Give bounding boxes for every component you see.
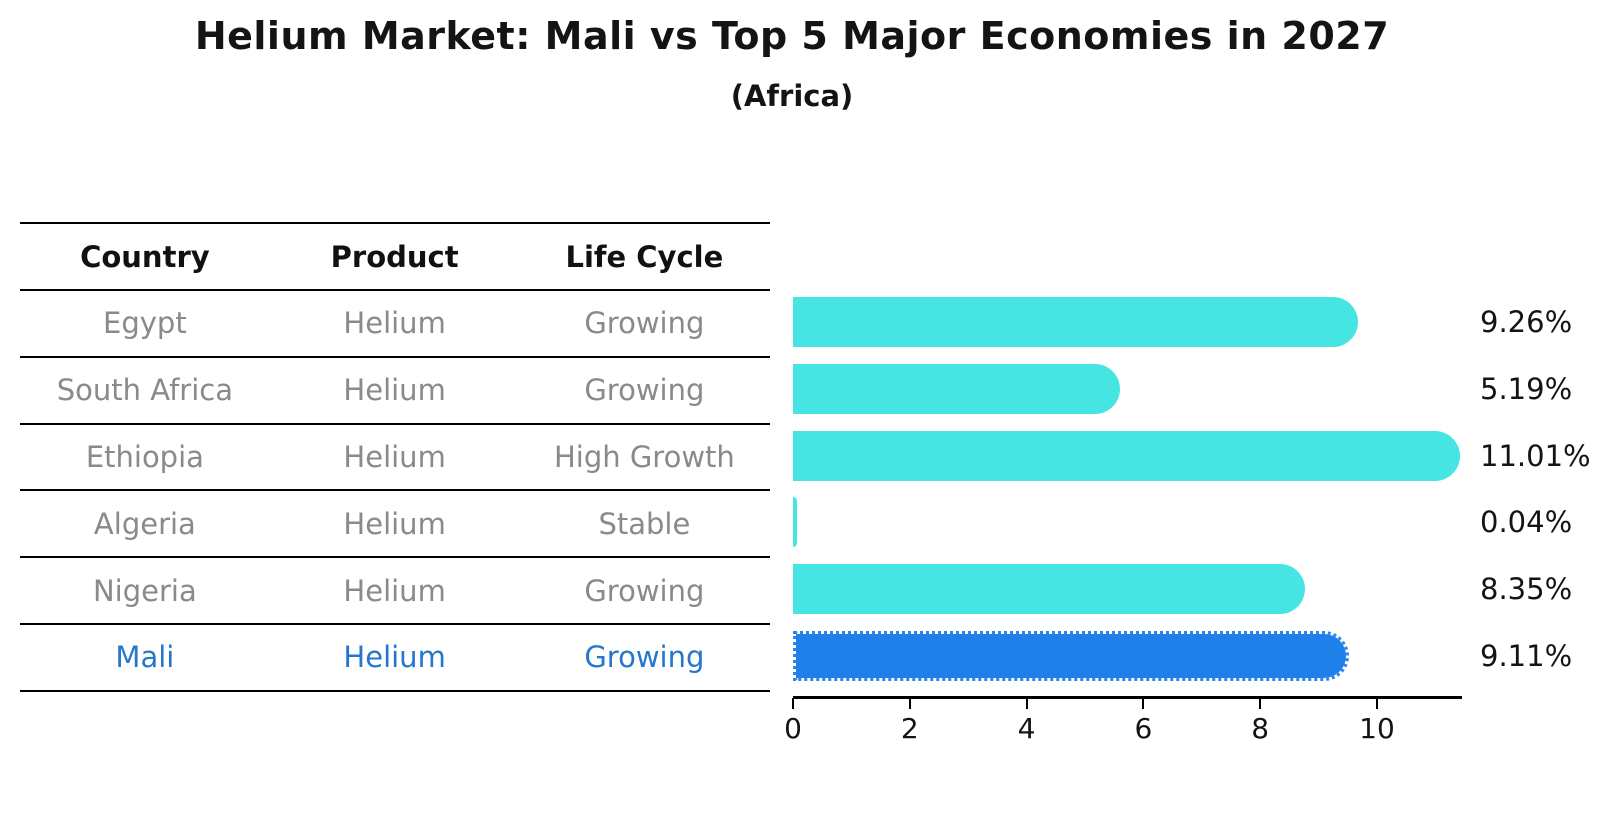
country-cell: Mali	[115, 640, 175, 675]
x-axis-tick-label: 10	[1359, 712, 1395, 745]
country-cell: South Africa	[56, 373, 233, 408]
bar-value-label: 9.26%	[1480, 305, 1573, 339]
x-axis-tick-label: 6	[1134, 712, 1153, 745]
life-cycle-cell: Stable	[598, 506, 691, 541]
bar-value-label: 0.04%	[1480, 505, 1573, 540]
life-cycle-cell: Growing	[584, 640, 705, 675]
life-cycle-cell: High Growth	[553, 439, 735, 474]
product-cell: Helium	[343, 506, 446, 541]
country-cell: Nigeria	[92, 573, 197, 608]
product-cell: Helium	[343, 573, 446, 608]
bar	[793, 363, 1121, 414]
column-header-life-cycle: Life Cycle	[565, 239, 724, 274]
bar-value-label: 5.19%	[1480, 371, 1573, 406]
x-axis-tick	[792, 698, 794, 709]
table-row: Ethiopia Helium High Growth	[20, 422, 770, 490]
table-row: Algeria Helium Stable	[20, 489, 770, 556]
table-row: Egypt Helium Growing	[20, 289, 770, 356]
chart-subtitle: (Africa)	[730, 79, 854, 113]
x-axis-tick	[908, 698, 911, 709]
x-axis-tick-label: 8	[1251, 712, 1270, 745]
table-row: Nigeria Helium Growing	[20, 556, 770, 623]
life-cycle-cell: Growing	[584, 573, 705, 608]
bar-value-label: 11.01%	[1480, 438, 1591, 473]
bar	[793, 497, 797, 548]
bar-value-label: 8.35%	[1480, 572, 1573, 607]
x-axis-tick-label: 4	[1017, 712, 1036, 745]
x-axis-line	[793, 696, 1462, 699]
life-cycle-cell: Growing	[584, 373, 705, 408]
product-cell: Helium	[343, 640, 446, 675]
column-header-country: Country	[80, 239, 210, 274]
country-table: Country Product Life Cycle Egypt Helium Growi…	[20, 222, 770, 692]
country-cell: Ethiopia	[85, 439, 204, 474]
bar	[793, 430, 1460, 481]
bar-mali-highlight	[793, 631, 1350, 681]
life-cycle-cell: Growing	[584, 306, 705, 341]
product-cell: Helium	[343, 439, 446, 474]
table-header-row: Country Product Life Cycle	[20, 222, 770, 289]
x-axis-tick-label: 0	[784, 712, 802, 745]
bar	[793, 297, 1358, 347]
x-axis-tick	[1025, 698, 1028, 709]
country-cell: Egypt	[103, 306, 187, 341]
x-axis-tick	[1259, 698, 1262, 709]
table-row: South Africa Helium Growing	[20, 355, 770, 423]
column-header-product: Product	[330, 239, 459, 274]
bar-value-label: 9.11%	[1480, 639, 1573, 673]
x-axis-tick	[1376, 698, 1378, 709]
x-axis-tick	[1142, 698, 1145, 709]
table-row: Mali Helium Growing	[20, 622, 770, 690]
country-cell: Algeria	[93, 506, 196, 541]
chart-title: Helium Market: Mali vs Top 5 Major Econo…	[194, 14, 1390, 58]
product-cell: Helium	[343, 373, 446, 408]
bar	[793, 564, 1305, 615]
x-axis-tick-label: 2	[900, 712, 919, 745]
product-cell: Helium	[343, 306, 446, 341]
